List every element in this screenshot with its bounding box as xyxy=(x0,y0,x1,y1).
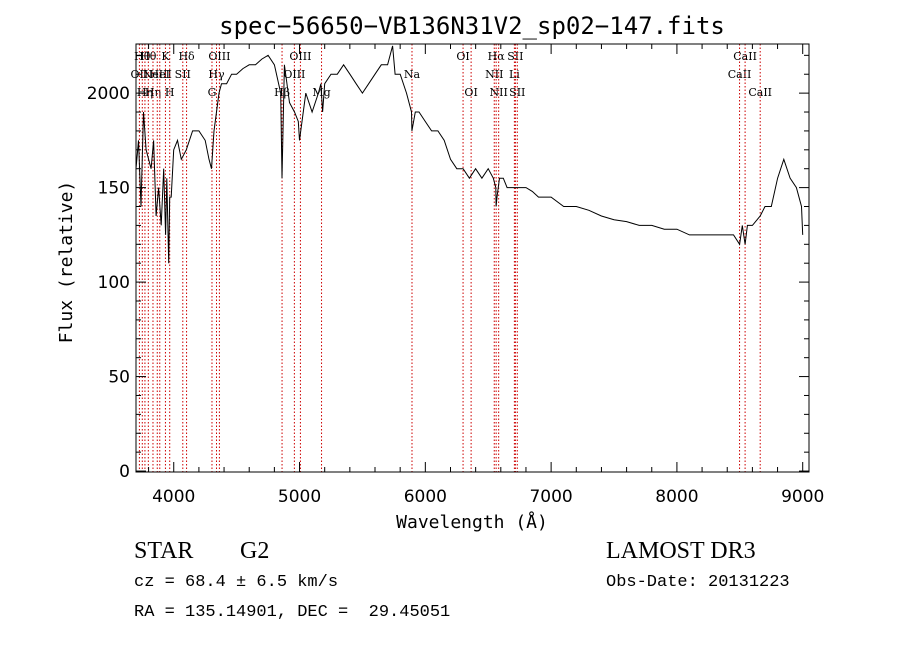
x-tick-label: 7000 xyxy=(529,487,572,507)
line-marker-label: SII xyxy=(175,68,191,81)
line-markers: OIIHθHηHθHηNeIIIHeIKHSIIHδGHγOIIIHβOIIIO… xyxy=(131,44,772,472)
line-marker-label: Hη xyxy=(137,86,153,99)
line-marker-label: NeIII xyxy=(143,68,172,81)
y-tick-label: 150 xyxy=(98,179,130,199)
survey-label: LAMOST DR3 xyxy=(606,538,756,564)
line-marker-label: Hα xyxy=(488,50,506,63)
line-marker-label: Hγ xyxy=(208,68,225,81)
coordinates-text: RA = 135.14901, DEC = 29.45051 xyxy=(134,603,451,622)
line-marker-label: Hβ xyxy=(274,86,290,99)
x-tick-label: 5000 xyxy=(278,487,321,507)
line-marker-label: Na xyxy=(404,68,421,81)
plot-frame xyxy=(135,43,810,473)
line-marker-label: CaII xyxy=(748,86,772,99)
object-class: STAR xyxy=(134,538,194,564)
obs-date-text: Obs-Date: 20131223 xyxy=(606,573,790,592)
object-subclass: G2 xyxy=(240,538,270,564)
x-tick-label: 9000 xyxy=(781,487,824,507)
line-marker-label: Hη xyxy=(145,86,161,99)
chart-title: spec−56650−VB136N31V2_sp02−147.fits xyxy=(219,12,725,40)
line-marker-label: CaII xyxy=(733,50,757,63)
line-marker-label: OIII xyxy=(289,50,311,63)
line-marker-label: K xyxy=(161,50,170,63)
line-marker-label: CaII xyxy=(728,68,752,81)
axis-ticks: 4000 5000 6000 7000 8000 9000 0 50 100 150 2000 xyxy=(87,44,824,507)
line-marker-label: Hθ xyxy=(140,50,157,63)
x-axis-label: Wavelength (Å) xyxy=(396,511,548,533)
y-tick-label: 0 xyxy=(119,462,130,482)
line-marker-label: Hδ xyxy=(178,50,195,63)
y-tick-label: 100 xyxy=(98,273,130,293)
line-marker-label: Hθ xyxy=(134,50,151,63)
line-marker-label: OI xyxy=(456,50,469,63)
y-axis-label: Flux (relative) xyxy=(56,181,77,344)
y-tick-label: 2000 xyxy=(87,84,130,104)
line-marker-label: H xyxy=(165,86,175,99)
line-marker-label: SII xyxy=(509,86,525,99)
x-tick-label: 8000 xyxy=(655,487,698,507)
line-marker-label: NII xyxy=(485,68,503,81)
line-marker-label: OIII xyxy=(283,68,305,81)
line-marker-label: NII xyxy=(490,86,508,99)
y-tick-label: 50 xyxy=(108,368,130,388)
line-marker-label: OI xyxy=(464,86,477,99)
line-marker-label: HeI xyxy=(150,68,170,81)
line-marker-label: OIII xyxy=(208,50,230,63)
x-tick-label: 6000 xyxy=(404,487,447,507)
line-marker-label: G xyxy=(208,86,217,99)
line-marker-label: Li xyxy=(509,68,520,81)
redshift-text: cz = 68.4 ± 6.5 km/s xyxy=(134,573,339,592)
x-tick-label: 4000 xyxy=(152,487,195,507)
line-marker-label: SII xyxy=(507,50,523,63)
spectrum-line xyxy=(135,45,804,264)
